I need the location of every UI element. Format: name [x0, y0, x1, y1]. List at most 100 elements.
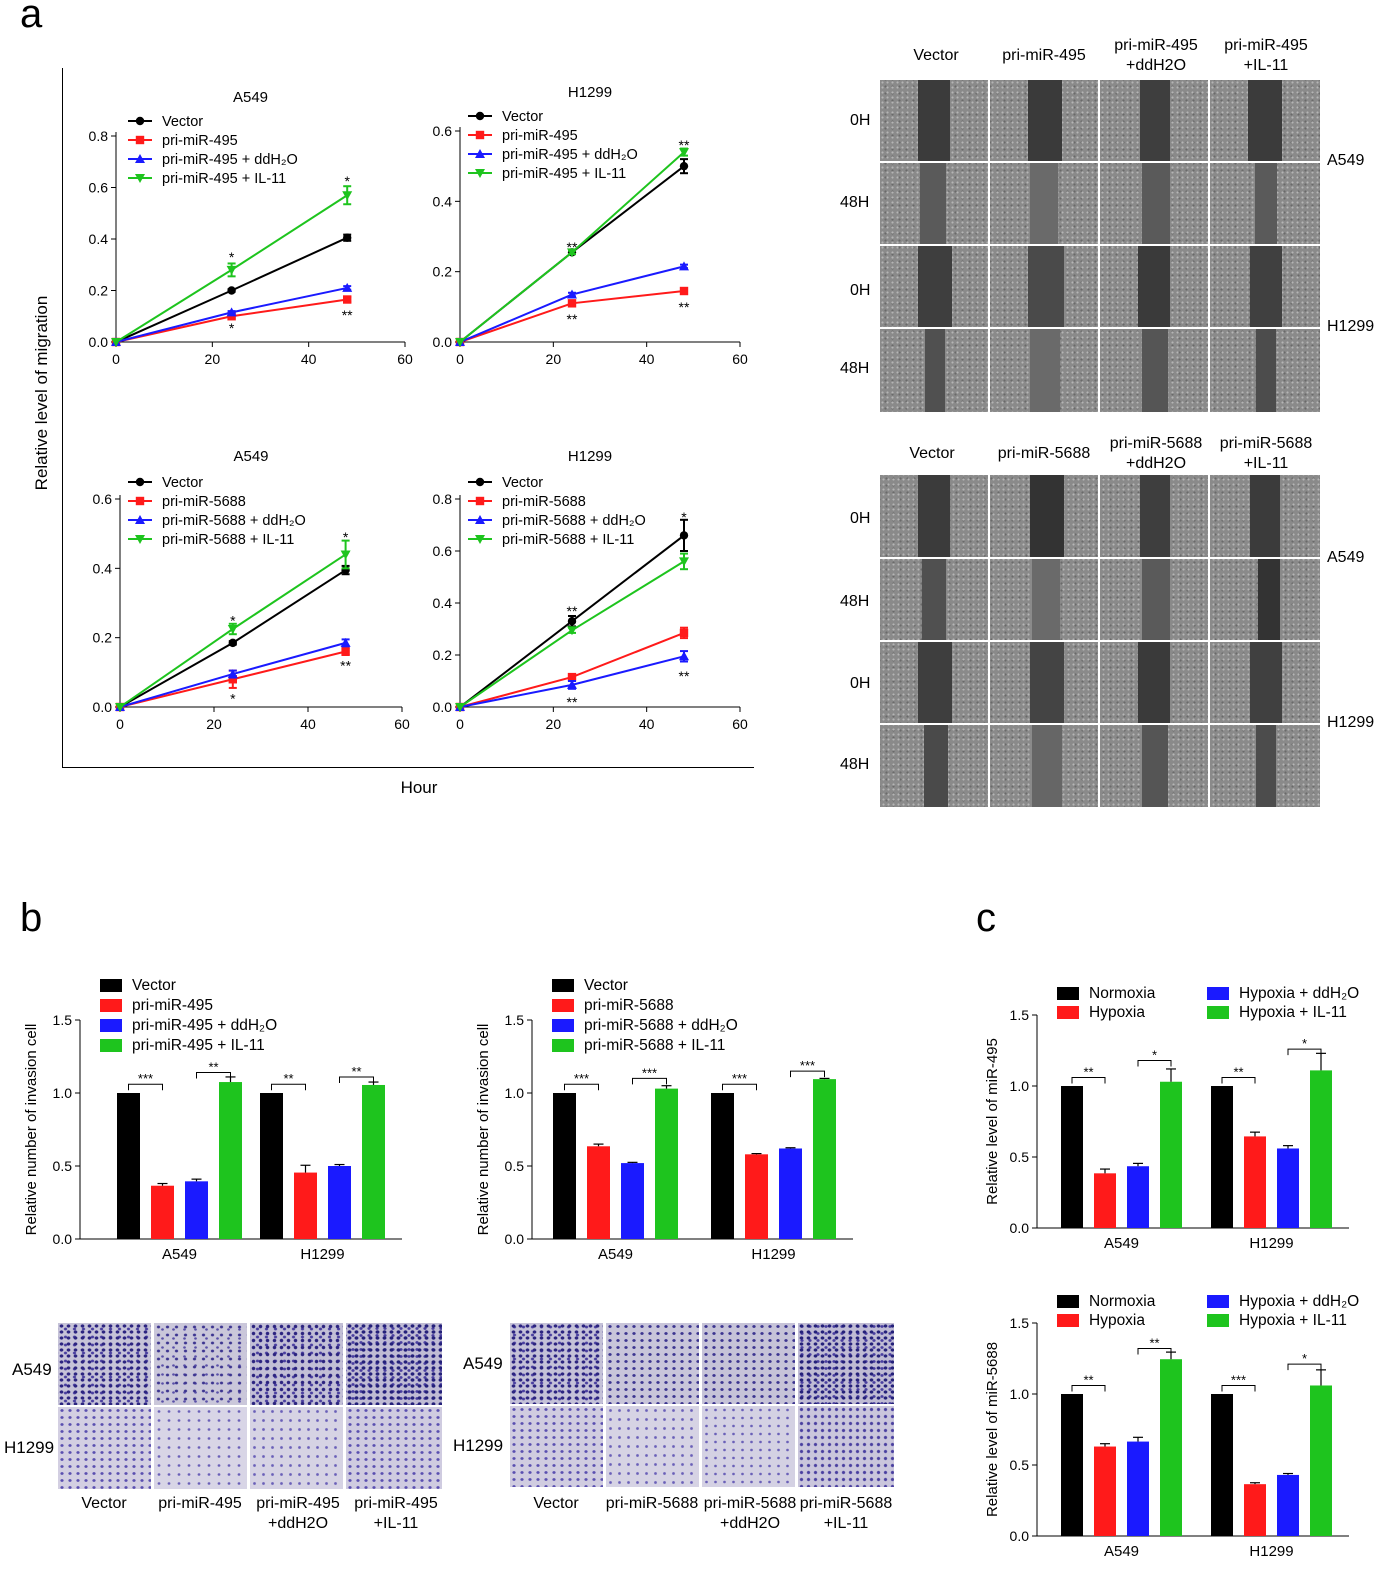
data-point [679, 161, 689, 171]
wound-top-row-48h-h1299: 48H [840, 360, 870, 377]
significance-mark: ** [342, 307, 353, 323]
bar [1160, 1359, 1182, 1536]
x-tick-label: 0 [112, 351, 120, 367]
wound-top-row-0h-h1299: 0H [850, 282, 871, 299]
chart-b2-invasion-mir5688: Relative number of invasion cell 0.0 0.5 1.… [475, 977, 853, 1263]
x-tick-label: 60 [397, 351, 413, 367]
x-category-label: A549 [162, 1246, 197, 1263]
legend-swatch [1207, 987, 1229, 1000]
y-tick-label: 0.0 [505, 1231, 525, 1247]
chart-a2-line-h1299-mir495: H1299 0.0 0.2 0.4 0.6 0 20 40 60 Vector pri-miR-49… [433, 84, 748, 367]
data-point [455, 338, 465, 347]
transwell-right-col-vector: Vector [533, 1495, 579, 1512]
panel-letter-b: b [20, 896, 43, 940]
significance-mark: *** [138, 1071, 153, 1086]
y-tick-label: 0.0 [433, 699, 453, 715]
transwell-right-col-pri5688-ddh2o: pri-miR-5688 +ddH2O [703, 1495, 797, 1532]
legend-swatch [552, 979, 574, 992]
significance-mark: * [343, 529, 349, 545]
chart-b1-invasion-mir495: Relative number of invasion cell 0.0 0.5 1.… [23, 977, 402, 1263]
legend-label: Hypoxia [1089, 1004, 1145, 1021]
significance-mark: *** [574, 1071, 589, 1086]
significance-mark: ** [567, 603, 578, 619]
significance-mark: ** [1083, 1064, 1093, 1079]
legend-swatch [1207, 1314, 1229, 1327]
wound-top-cell-h1299: H1299 [1327, 318, 1375, 335]
y-axis-label: Relative number of invasion cell [475, 1024, 492, 1236]
y-tick-label: 0.4 [93, 560, 113, 576]
legend-label: pri-miR-5688 + IL-11 [584, 1037, 725, 1054]
transwell-images-mir495 [58, 1323, 442, 1489]
wound-bottom-col-pri5688-ddh2o: pri-miR-5688 +ddH2O [1109, 435, 1203, 472]
data-point [227, 669, 238, 679]
data-point [679, 261, 689, 271]
legend-swatch [1057, 1295, 1079, 1308]
significance-bracket [1221, 1384, 1256, 1392]
data-point [679, 651, 689, 661]
chart-title: A549 [233, 448, 268, 465]
legend-label: pri-miR-5688 + ddH₂O [584, 1017, 738, 1034]
x-tick-label: 60 [394, 716, 410, 732]
y-tick-label: 0.6 [433, 123, 453, 139]
data-point [342, 191, 353, 201]
y-tick-label: 1.5 [53, 1012, 73, 1028]
significance-mark: ** [208, 1060, 218, 1075]
significance-bracket [1137, 1059, 1172, 1067]
y-tick-label: 0.0 [89, 334, 109, 350]
data-point [111, 338, 121, 347]
y-tick-label: 0.2 [433, 647, 453, 663]
bar [1061, 1394, 1083, 1536]
legend-label: Vector [502, 109, 543, 125]
chart-c2-mir5688-level: Relative level of miR-5688 0.0 0.5 1.0 1.5 A5… [985, 1293, 1359, 1560]
legend-marker [135, 174, 145, 183]
y-tick-label: 1.5 [505, 1012, 525, 1028]
legend-swatch [1057, 1314, 1079, 1327]
data-point [567, 617, 577, 626]
significance-mark: * [230, 612, 236, 628]
legend-label: Vector [502, 475, 543, 491]
legend-label: pri-miR-5688 + IL-11 [162, 532, 294, 548]
x-category-label: H1299 [300, 1246, 344, 1263]
significance-bracket [339, 1076, 374, 1083]
y-tick-label: 0.2 [93, 630, 113, 646]
significance-mark: ** [1233, 1064, 1243, 1079]
data-point [679, 286, 689, 296]
wound-bottom-row-0h-a549: 0H [850, 510, 871, 527]
significance-mark: *** [732, 1071, 747, 1086]
significance-bracket [1287, 1363, 1322, 1371]
significance-bracket [722, 1083, 757, 1091]
legend-marker [475, 535, 485, 544]
significance-mark: * [1152, 1047, 1157, 1062]
bar [362, 1084, 385, 1239]
significance-mark: ** [679, 299, 690, 315]
y-tick-label: 0.2 [433, 264, 453, 280]
legend-marker [135, 135, 145, 145]
legend-marker [135, 477, 145, 487]
transwell-right-col-pri5688-il11: pri-miR-5688 +IL-11 [799, 1495, 893, 1532]
y-tick-label: 1.0 [53, 1085, 73, 1101]
wound-healing-block-mir5688 [880, 475, 1320, 807]
migration-ylabel: Relative level of migration [32, 295, 51, 491]
significance-mark: ** [567, 239, 578, 255]
significance-mark: ** [340, 657, 351, 673]
y-tick-label: 0.5 [53, 1158, 73, 1174]
x-tick-label: 40 [301, 351, 317, 367]
wound-bottom-col-pri5688: pri-miR-5688 [997, 445, 1091, 462]
chart-title: A549 [233, 89, 268, 106]
x-category-label: H1299 [751, 1246, 795, 1263]
legend-marker [475, 111, 485, 121]
y-tick-label: 1.0 [1010, 1386, 1030, 1402]
wound-bottom-col-pri5688-il11: pri-miR-5688 +IL-11 [1219, 435, 1313, 472]
wound-top-col-pri495-ddh2o: pri-miR-495 +ddH2O [1114, 37, 1198, 74]
bar [621, 1163, 644, 1239]
y-tick-label: 0.0 [53, 1231, 73, 1247]
chart-title: H1299 [568, 84, 612, 101]
legend-label: Hypoxia + ddH₂O [1239, 985, 1359, 1002]
transwell-left-row-h1299: H1299 [4, 1438, 55, 1457]
bar [1211, 1394, 1233, 1536]
bar [711, 1093, 734, 1239]
legend-label: pri-miR-495 [132, 997, 213, 1014]
bar [1244, 1484, 1266, 1536]
legend-marker [475, 496, 485, 506]
chart-a3-line-a549-mir5688: A549 0.0 0.2 0.4 0.6 0 20 40 60 Vector pri-miR-568… [93, 448, 410, 732]
